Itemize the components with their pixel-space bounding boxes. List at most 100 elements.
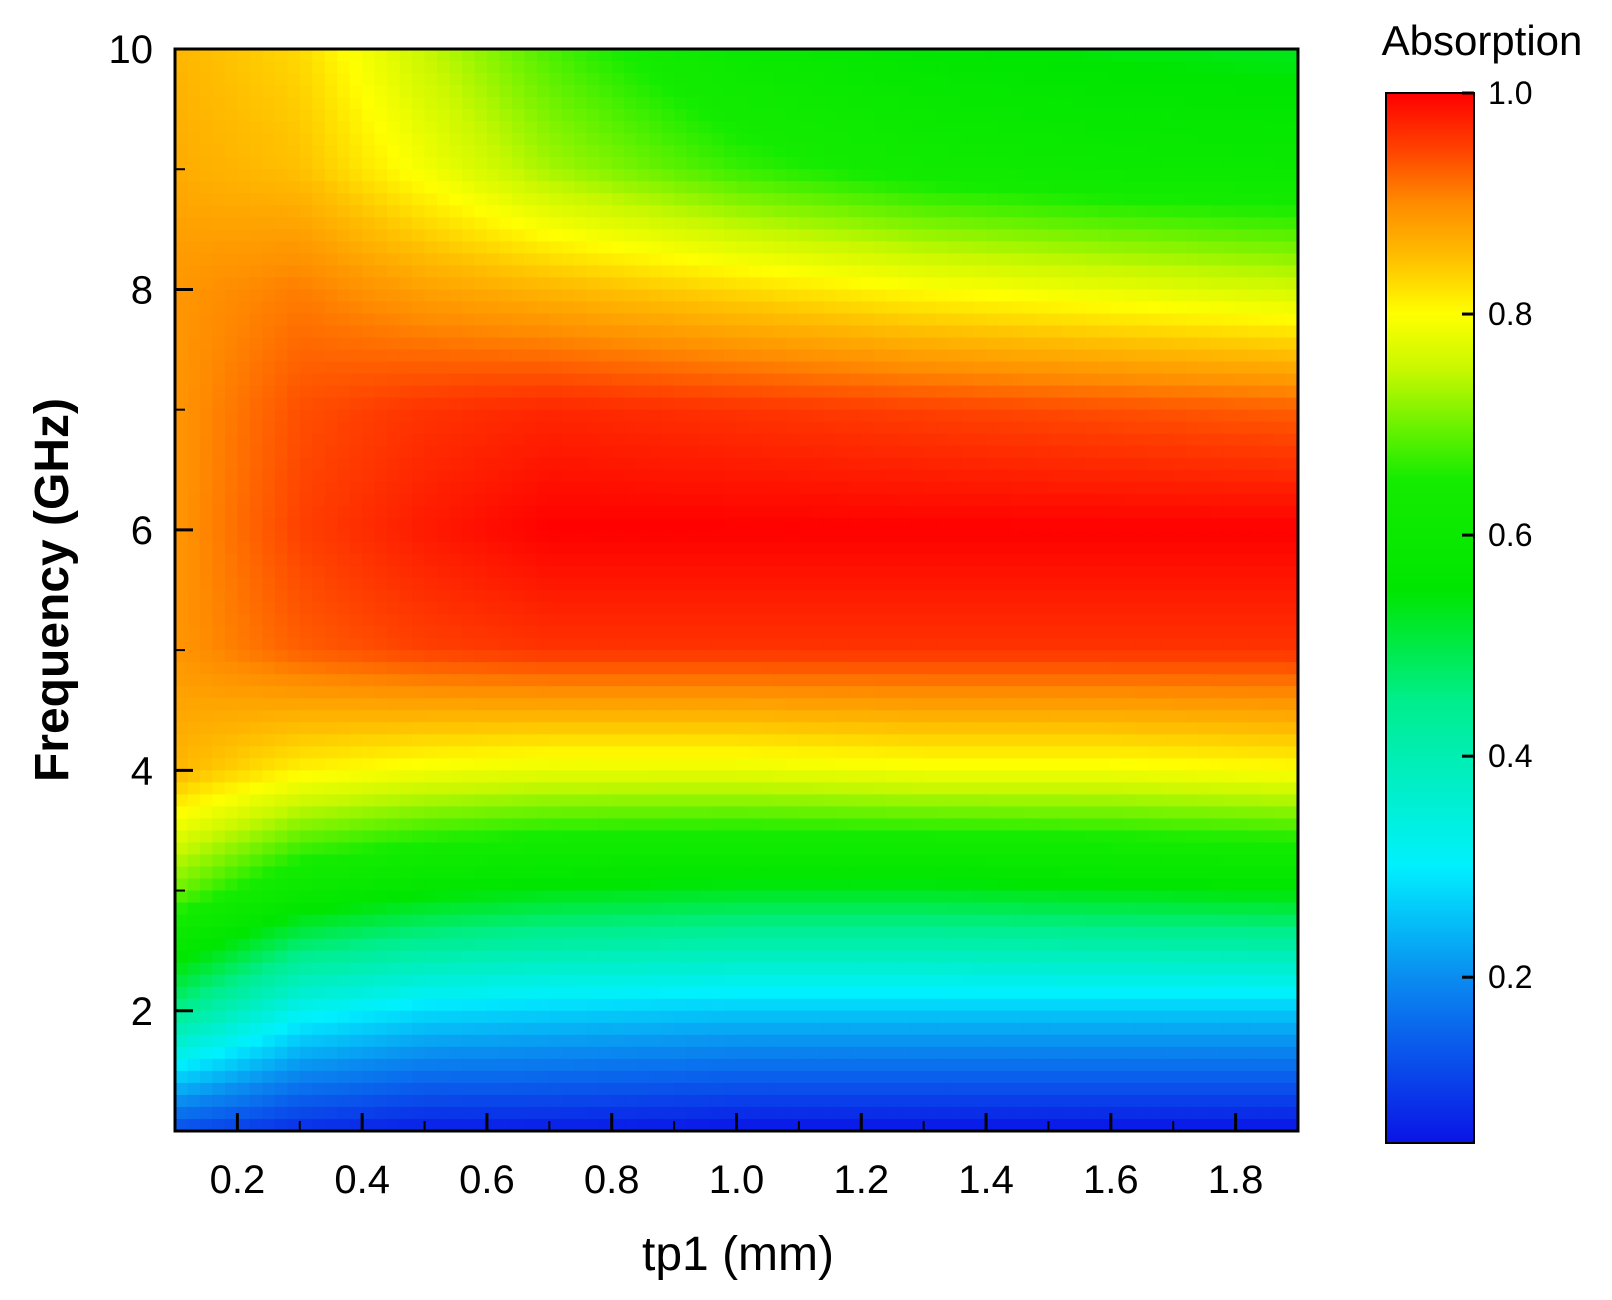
heatmap-cell (1060, 529, 1074, 543)
heatmap-cell (586, 553, 600, 567)
heatmap-cell (649, 313, 663, 327)
heatmap-cell (1160, 385, 1174, 399)
heatmap-cell (873, 553, 887, 567)
heatmap-cell (748, 517, 763, 531)
heatmap-cell (1260, 650, 1274, 663)
heatmap-cell (1210, 361, 1224, 375)
heatmap-cell (549, 421, 563, 435)
heatmap-cell (449, 109, 463, 122)
heatmap-cell (237, 349, 251, 363)
heatmap-cell (674, 373, 688, 387)
heatmap-cell (624, 602, 638, 615)
heatmap-cell (387, 529, 401, 543)
heatmap-cell (998, 313, 1012, 327)
heatmap-cell (686, 325, 700, 339)
heatmap-cell (599, 650, 613, 663)
heatmap-cell (449, 602, 463, 615)
heatmap-cell (948, 409, 962, 423)
heatmap-cell (848, 109, 862, 122)
heatmap-cell (798, 157, 812, 170)
heatmap-cell (1185, 277, 1199, 291)
heatmap-cell (786, 421, 800, 435)
heatmap-cell (212, 229, 226, 242)
heatmap-cell (337, 193, 351, 206)
heatmap-cell (661, 289, 675, 303)
heatmap-cell (636, 349, 650, 363)
heatmap-cell (287, 493, 301, 507)
heatmap-cell (599, 433, 613, 447)
heatmap-cell (661, 710, 675, 723)
heatmap-cell (324, 373, 338, 387)
heatmap-cell (511, 277, 525, 291)
heatmap-cell (187, 469, 201, 483)
heatmap-cell (861, 325, 875, 339)
heatmap-cell (561, 553, 575, 567)
heatmap-cell (936, 481, 950, 495)
heatmap-cell (1260, 61, 1274, 74)
heatmap-cell (861, 253, 875, 266)
heatmap-cell (1035, 505, 1050, 519)
heatmap-cell (349, 193, 363, 206)
heatmap-cell (1098, 121, 1112, 134)
heatmap-cell (1060, 517, 1074, 531)
heatmap-cell (748, 193, 763, 206)
heatmap-cell (636, 577, 650, 591)
heatmap-cell (362, 253, 376, 266)
heatmap-cell (349, 157, 363, 170)
heatmap-cell (312, 385, 326, 399)
heatmap-cell (1198, 614, 1212, 627)
heatmap-cell (811, 289, 825, 303)
heatmap-cell (586, 253, 600, 266)
heatmap-cell (599, 686, 613, 699)
heatmap-cell (449, 433, 463, 447)
heatmap-cell (724, 289, 738, 303)
heatmap-cell (898, 445, 912, 459)
heatmap-cell (1023, 421, 1037, 435)
heatmap-cell (1023, 698, 1037, 711)
heatmap-cell (1035, 650, 1050, 663)
heatmap-cell (1048, 169, 1062, 182)
heatmap-cell (1273, 577, 1287, 591)
heatmap-cell (1160, 517, 1174, 531)
heatmap-cell (886, 590, 900, 603)
heatmap-cell (412, 469, 426, 483)
heatmap-cell (437, 710, 451, 723)
heatmap-cell (1285, 457, 1298, 471)
heatmap-cell (486, 241, 501, 254)
heatmap-cell (586, 469, 600, 483)
heatmap-cell (886, 277, 900, 291)
heatmap-cell (574, 193, 588, 206)
heatmap-cell (811, 493, 825, 507)
heatmap-cell (399, 253, 413, 266)
heatmap-cell (374, 650, 388, 663)
heatmap-cell (1160, 698, 1174, 711)
heatmap-cell (686, 457, 700, 471)
heatmap-cell (237, 385, 251, 399)
heatmap-cell (911, 169, 925, 182)
heatmap-cell (299, 97, 313, 110)
heatmap-cell (699, 385, 713, 399)
heatmap-cell (986, 157, 1000, 170)
heatmap-cell (437, 361, 451, 375)
heatmap-cell (1273, 590, 1287, 603)
heatmap-cell (499, 109, 513, 122)
heatmap-cell (524, 169, 538, 182)
heatmap-cell (1073, 325, 1087, 339)
heatmap-cell (1135, 265, 1149, 279)
heatmap-cell (1173, 229, 1187, 242)
heatmap-cell (1285, 385, 1298, 399)
heatmap-cell (362, 421, 376, 435)
heatmap-cell (374, 49, 388, 62)
heatmap-cell (237, 662, 251, 675)
heatmap-cell (387, 481, 401, 495)
heatmap-cell (1011, 457, 1025, 471)
heatmap-cell (412, 553, 426, 567)
heatmap-cell (736, 686, 750, 699)
heatmap-cell (599, 49, 613, 62)
heatmap-cell (599, 710, 613, 723)
heatmap-cell (1273, 229, 1287, 242)
heatmap-cell (574, 253, 588, 266)
heatmap-cell (1210, 145, 1224, 158)
heatmap-cell (387, 145, 401, 158)
heatmap-cell (1173, 469, 1187, 483)
